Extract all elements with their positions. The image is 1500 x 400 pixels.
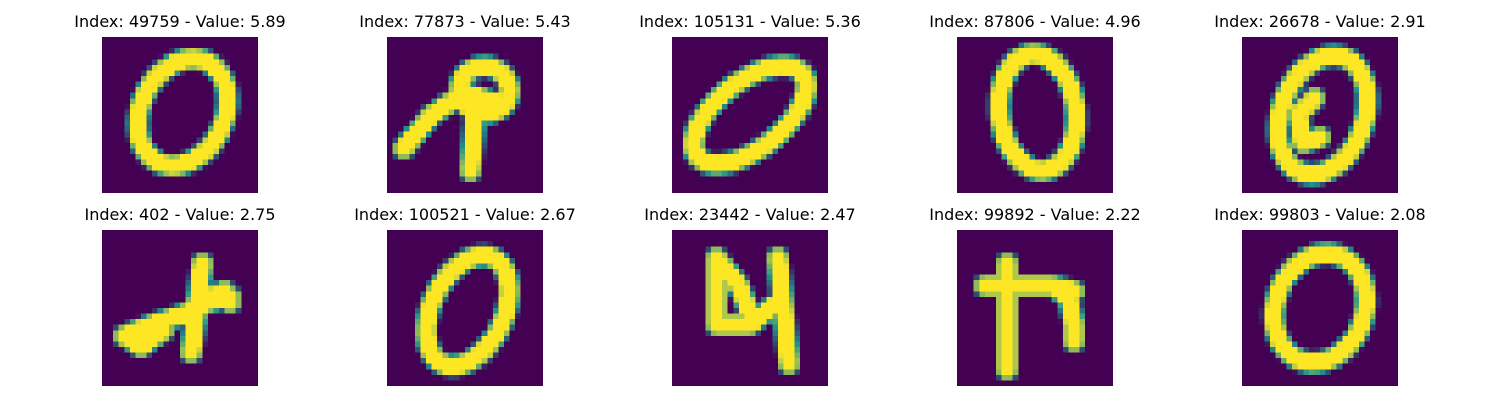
panel-title: Index: 99803 - Value: 2.08 <box>1214 205 1426 224</box>
digit-image-0 <box>1242 230 1398 386</box>
panel-title: Index: 49759 - Value: 5.89 <box>74 12 286 31</box>
panel-title: Index: 23442 - Value: 2.47 <box>644 205 856 224</box>
panel-title: Index: 99892 - Value: 2.22 <box>929 205 1141 224</box>
digit-image-0 <box>102 37 258 193</box>
panel-title: Index: 87806 - Value: 4.96 <box>929 12 1141 31</box>
digit-image-x-like <box>102 230 258 386</box>
panel-title: Index: 77873 - Value: 5.43 <box>359 12 571 31</box>
digit-image-0 <box>957 37 1113 193</box>
digit-image-0 <box>672 37 828 193</box>
panel-title: Index: 105131 - Value: 5.36 <box>639 12 861 31</box>
digit-image-0-curl <box>1242 37 1398 193</box>
digit-image-4 <box>672 230 828 386</box>
digit-image-loop-with-legs <box>387 37 543 193</box>
panel-title: Index: 26678 - Value: 2.91 <box>1214 12 1426 31</box>
digit-image-h-like <box>957 230 1113 386</box>
panel-title: Index: 402 - Value: 2.75 <box>84 205 276 224</box>
digit-image-0 <box>387 230 543 386</box>
panel-title: Index: 100521 - Value: 2.67 <box>354 205 576 224</box>
